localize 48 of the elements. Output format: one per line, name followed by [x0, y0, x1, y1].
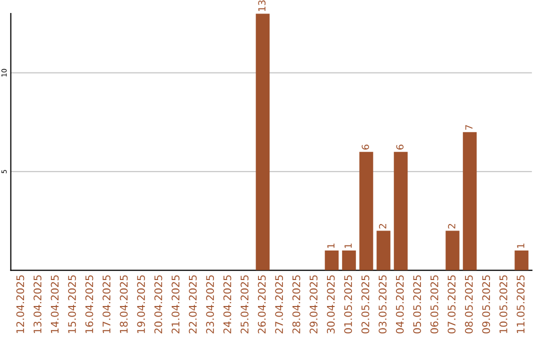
x-tick-label: 22.04.2025	[188, 275, 197, 334]
x-tick-label: 21.04.2025	[172, 275, 180, 334]
bar	[514, 250, 528, 270]
data-label: 13	[258, 0, 266, 11]
x-tick-label: 23.04.2025	[206, 275, 214, 334]
bar	[446, 230, 460, 270]
x-tick-label: 27.04.2025	[275, 275, 283, 334]
bar	[324, 250, 339, 270]
x-tick-label: 03.05.2025	[378, 275, 387, 334]
data-label: 1	[517, 244, 524, 248]
x-tick-label: 18.04.2025	[120, 275, 128, 333]
x-tick-label: 11.05.2025	[516, 275, 525, 333]
data-label: 6	[362, 144, 370, 150]
x-tick-label: 24.04.2025	[223, 275, 232, 334]
data-label: 7	[465, 125, 472, 130]
data-label: 1	[327, 244, 334, 248]
x-tick-label: 17.04.2025	[102, 275, 110, 333]
data-label: 6	[396, 144, 404, 150]
data-label: 2	[448, 224, 456, 229]
x-tick-label: 30.04.2025	[326, 275, 335, 334]
x-tick-label: 13.04.2025	[34, 275, 42, 333]
x-tick-label: 09.05.2025	[482, 275, 490, 334]
x-tick-label: 28.04.2025	[292, 275, 300, 334]
x-tick-label: 02.05.2025	[361, 275, 370, 334]
x-tick-label: 10.05.2025	[499, 275, 508, 333]
x-tick-label: 07.05.2025	[448, 275, 456, 334]
bar	[376, 230, 390, 270]
x-tick-label: 05.05.2025	[413, 275, 422, 334]
x-tick-label: 01.05.2025	[344, 275, 352, 334]
x-tick-label: 26.04.2025	[258, 275, 266, 334]
x-tick-label: 12.04.2025	[16, 275, 24, 333]
bar	[342, 250, 356, 270]
x-tick-label: 15.04.2025	[68, 275, 76, 333]
bar	[359, 152, 374, 270]
x-tick-label: 20.04.2025	[154, 275, 162, 334]
x-tick-label: 25.04.2025	[240, 275, 248, 334]
x-tick-label: 08.05.2025	[464, 275, 473, 334]
x-tick-label: 29.04.2025	[310, 275, 318, 334]
x-tick-label: 06.05.2025	[430, 275, 438, 334]
bar	[394, 152, 408, 270]
x-tick-label: 04.05.2025	[396, 275, 404, 334]
x-tick-label: 16.04.2025	[85, 275, 94, 333]
bar	[462, 132, 477, 270]
data-label: 1	[344, 244, 352, 248]
x-tick-label: 14.04.2025	[50, 275, 59, 333]
bar	[256, 14, 270, 270]
data-label: 2	[378, 224, 386, 229]
x-tick-label: 19.04.2025	[137, 275, 145, 333]
